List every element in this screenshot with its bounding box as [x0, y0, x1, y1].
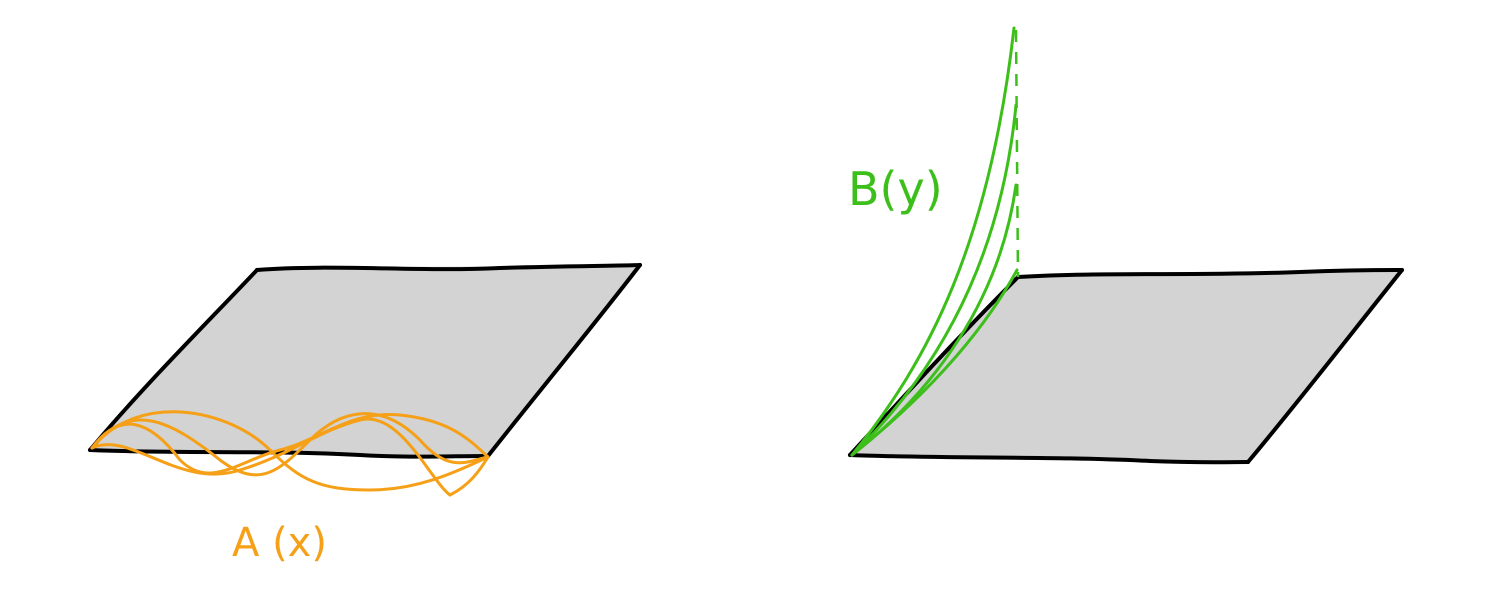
left-plane-left-edge [88, 268, 259, 452]
a-curve-4 [90, 417, 490, 497]
left-panel: A (x) [88, 263, 642, 566]
a-curve-3 [90, 412, 490, 475]
a-curve-2 [90, 412, 490, 477]
a-label: A (x) [232, 520, 327, 566]
right-plane-front-edge [848, 453, 1250, 465]
b-label: B(y) [848, 162, 943, 216]
b-dashed-axis [1014, 29, 1020, 278]
b-curves [850, 26, 1019, 457]
left-plane-right-edge [486, 263, 642, 458]
right-plane-right-edge [1246, 268, 1404, 464]
left-plane [90, 265, 640, 456]
b-curve-1 [850, 26, 1016, 457]
b-curve-4 [850, 268, 1019, 457]
b-curve-2 [850, 103, 1018, 457]
left-plane-front-edge [88, 448, 490, 459]
left-plane-back-edge [255, 263, 642, 272]
a-curves [90, 410, 490, 497]
right-panel: B(y) [848, 26, 1404, 465]
a-curve-1 [90, 410, 490, 492]
right-plane-back-edge [1016, 268, 1404, 279]
